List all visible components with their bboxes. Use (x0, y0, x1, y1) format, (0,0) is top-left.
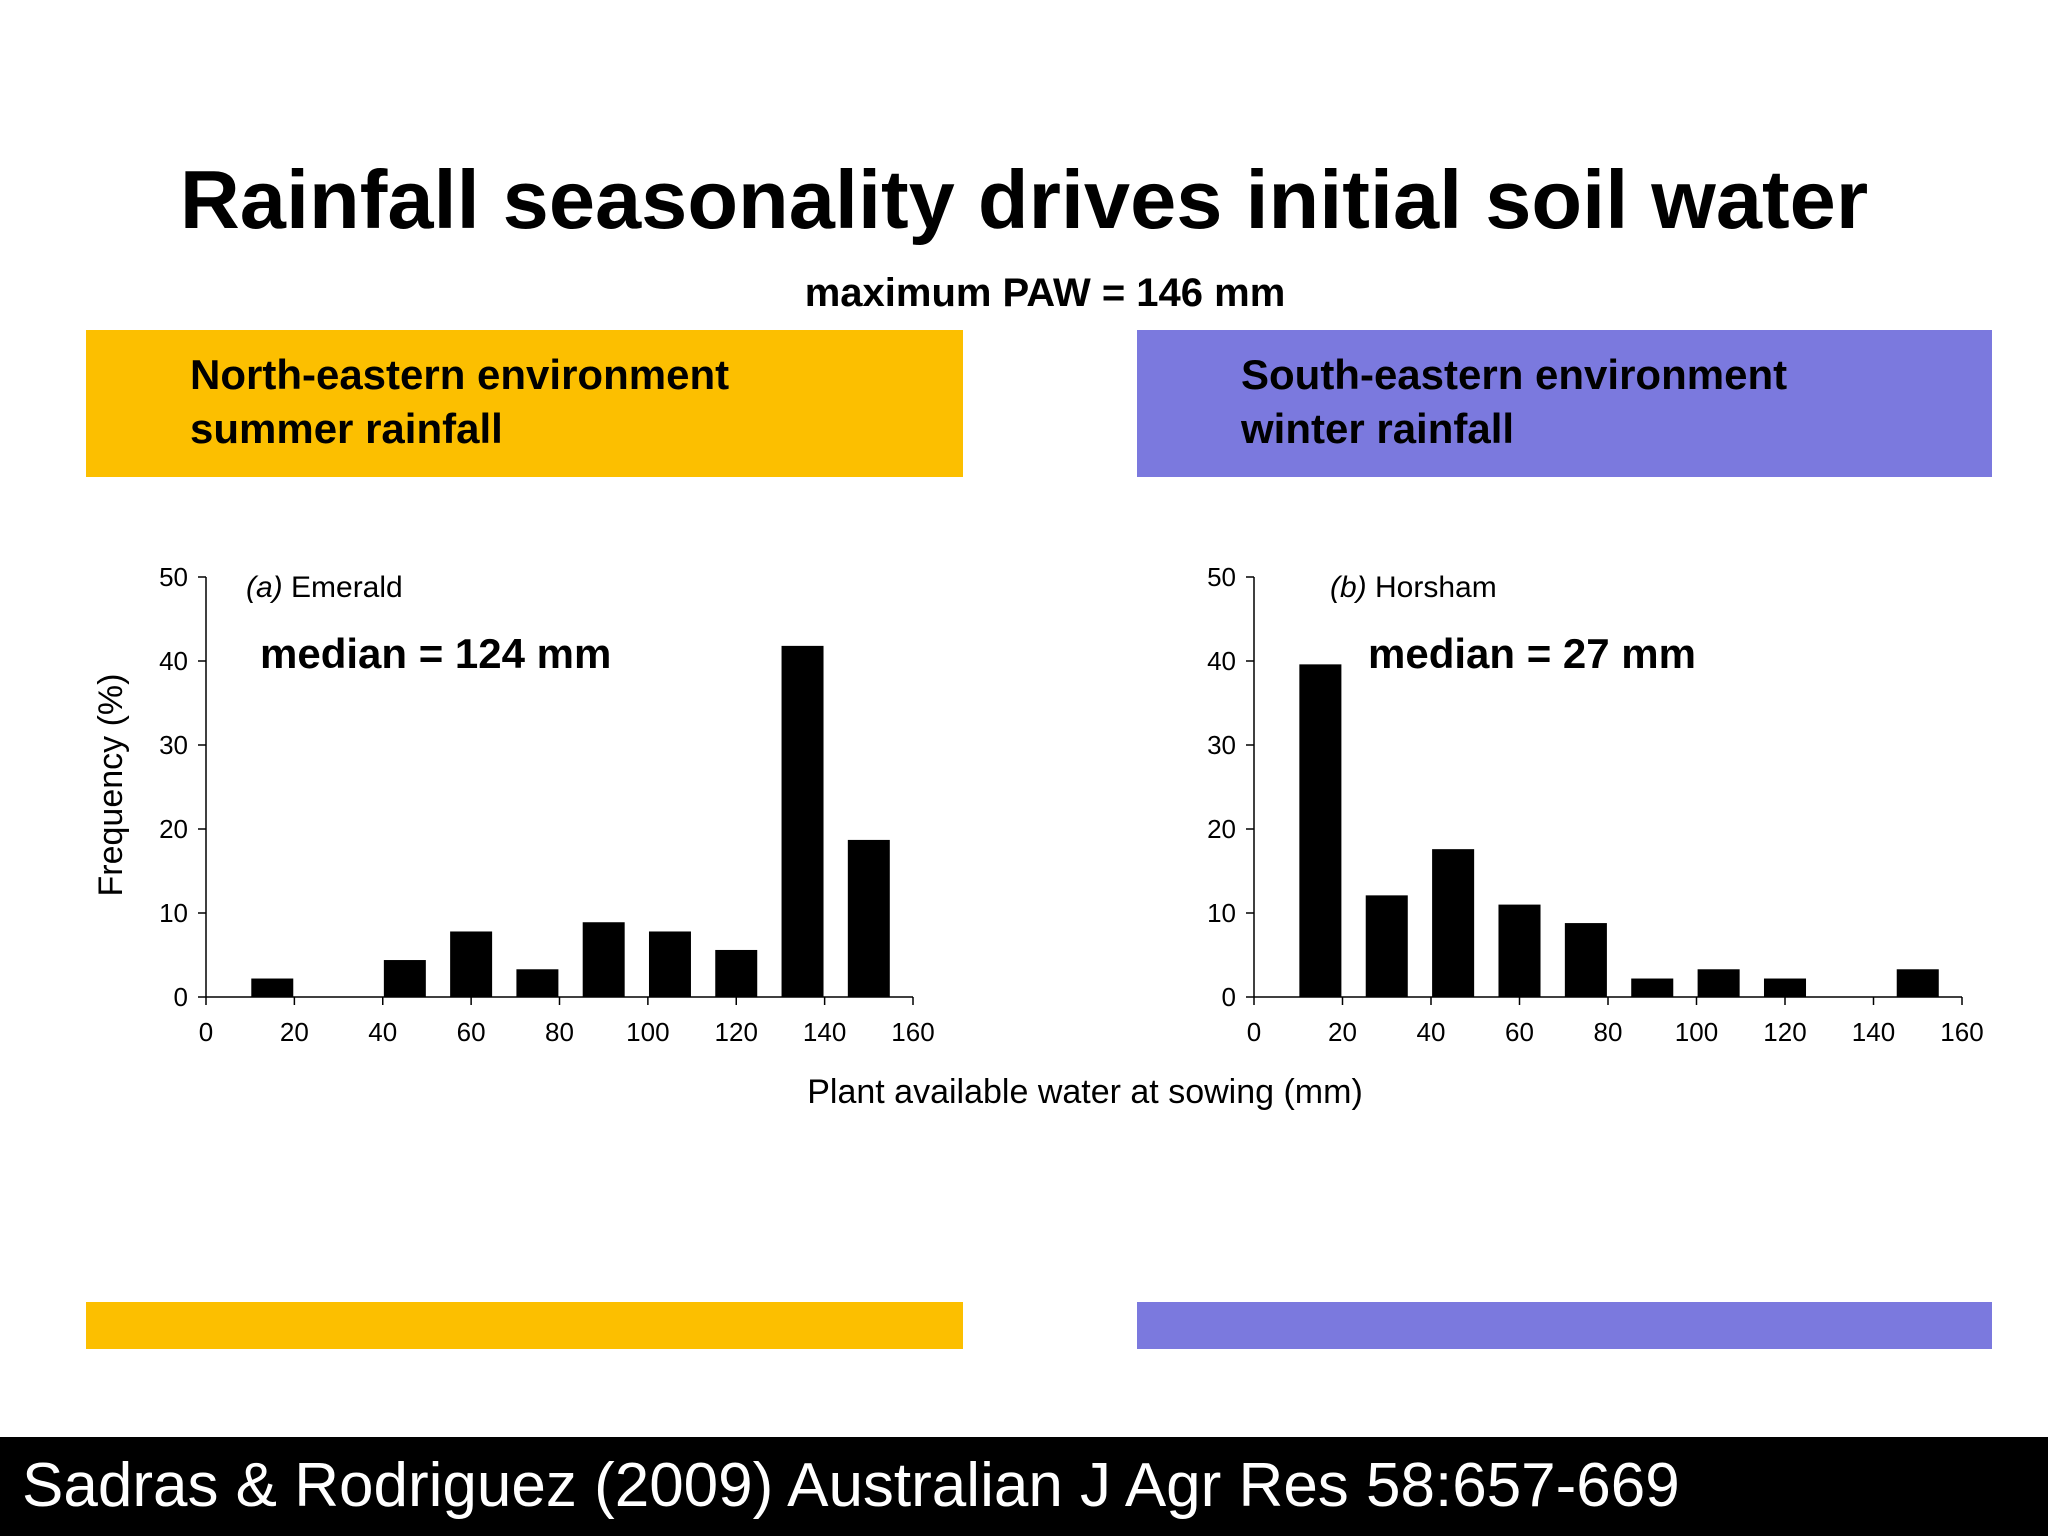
chart-b-bar (1432, 849, 1475, 997)
chart-a-median-annotation: median = 124 mm (260, 630, 611, 677)
chart-b-bar (1564, 923, 1607, 997)
chart-a-y-tick-label: 10 (159, 898, 188, 928)
chart-a-x-tick-label: 0 (199, 1017, 213, 1047)
chart-a-panel-name: Emerald (283, 571, 403, 604)
chart-a-x-tick-label: 100 (626, 1017, 669, 1047)
x-axis-label: Plant available water at sowing (mm) (807, 1073, 1363, 1111)
chart-b-bar (1631, 978, 1674, 997)
chart-a-bar (383, 960, 426, 997)
chart-b-y-tick-label: 0 (1222, 982, 1236, 1012)
citation-text: Sadras & Rodriguez (2009) Australian J A… (22, 1451, 1680, 1520)
banner-line-1: South-eastern environment (1241, 351, 1788, 398)
chart-a-x-tick-label: 60 (457, 1017, 486, 1047)
chart-b-bar (1299, 664, 1342, 997)
chart-b-y-tick-label: 40 (1207, 646, 1236, 676)
chart-b-y-tick-label: 50 (1207, 562, 1236, 592)
chart-a-y-tick-label: 0 (174, 982, 188, 1012)
chart-a-bar (847, 839, 890, 997)
chart-b-x-tick-label: 80 (1594, 1017, 1623, 1047)
chart-a-x-tick-label: 160 (891, 1017, 934, 1047)
chart-b-x-tick-label: 140 (1852, 1017, 1895, 1047)
chart-a-x-tick-label: 120 (715, 1017, 758, 1047)
slide-title: Rainfall seasonality drives initial soil… (179, 153, 1869, 246)
chart-a-bar (648, 931, 691, 997)
chart-b-x-tick-label: 60 (1505, 1017, 1534, 1047)
chart-a-y-tick-label: 50 (159, 562, 188, 592)
chart-a-panel-prefix: (a) (246, 571, 283, 604)
chart-a-x-tick-label: 20 (280, 1017, 309, 1047)
chart-b-bar (1498, 904, 1541, 997)
chart-b-x-tick-label: 40 (1417, 1017, 1446, 1047)
chart-a-x-tick-label: 80 (545, 1017, 574, 1047)
chart-b-x-tick-label: 160 (1940, 1017, 1983, 1047)
chart-b-y-tick-label: 30 (1207, 730, 1236, 760)
south-eastern-color-strip (1137, 1302, 1992, 1349)
chart-b-panel-name: Horsham (1367, 571, 1497, 604)
chart-a-bar (450, 931, 493, 997)
chart-b-bar (1896, 969, 1939, 997)
chart-b-bar (1697, 969, 1740, 997)
chart-b-x-tick-label: 120 (1763, 1017, 1806, 1047)
chart-a-bar (516, 969, 559, 997)
banner-line-2: summer rainfall (190, 405, 503, 452)
south-eastern-environment-banner: South-eastern environment winter rainfal… (1137, 330, 1992, 477)
chart-a-bar (781, 645, 824, 997)
chart-b-x-tick-label: 100 (1675, 1017, 1718, 1047)
chart-b-x-tick-label: 0 (1247, 1017, 1261, 1047)
chart-a-y-tick-label: 30 (159, 730, 188, 760)
banner-line-2: winter rainfall (1241, 405, 1515, 452)
chart-b-y-tick-label: 20 (1207, 814, 1236, 844)
slide-subtitle: maximum PAW = 146 mm (804, 271, 1286, 315)
chart-a-bar (251, 978, 294, 997)
chart-a-y-tick-label: 20 (159, 814, 188, 844)
chart-b-median-annotation: median = 27 mm (1368, 630, 1696, 677)
chart-b-bar (1365, 895, 1408, 997)
chart-a-x-tick-label: 140 (803, 1017, 846, 1047)
chart-b-y-tick-label: 10 (1207, 898, 1236, 928)
north-eastern-color-strip (86, 1302, 963, 1349)
chart-b-panel-prefix: (b) (1330, 571, 1367, 604)
chart-a-panel-label: (a) Emerald (246, 571, 403, 604)
chart-b-panel-label: (b) Horsham (1330, 571, 1497, 604)
chart-b-x-tick-label: 20 (1328, 1017, 1357, 1047)
chart-a-x-tick-label: 40 (368, 1017, 397, 1047)
chart-a-y-tick-label: 40 (159, 646, 188, 676)
chart-b-bar (1763, 978, 1807, 997)
citation-footer: Sadras & Rodriguez (2009) Australian J A… (0, 1437, 2048, 1536)
north-eastern-environment-banner: North-eastern environment summer rainfal… (86, 330, 963, 477)
banner-line-1: North-eastern environment (190, 351, 730, 398)
y-axis-label: Frequency (%) (92, 674, 130, 897)
chart-a-bar (715, 949, 758, 997)
chart-a-bar (582, 922, 625, 997)
